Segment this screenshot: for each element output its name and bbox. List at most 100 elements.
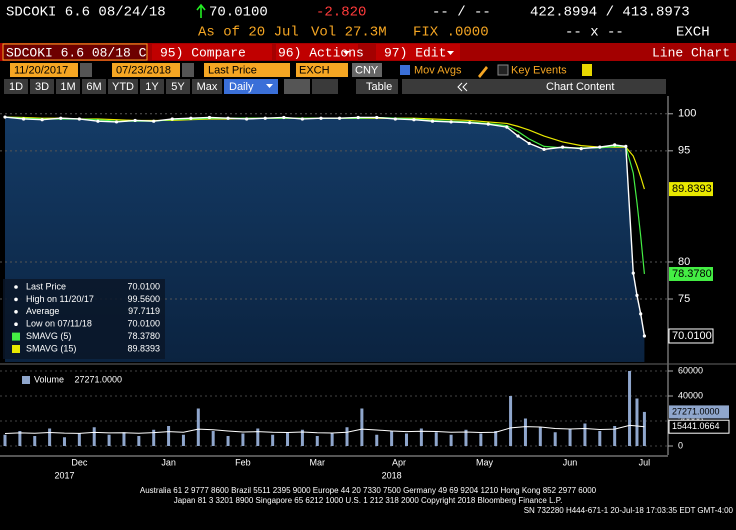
period-tab[interactable] (166, 79, 190, 94)
field-box[interactable] (204, 63, 290, 77)
period-tab[interactable] (108, 79, 138, 94)
source-field: EXCH (299, 64, 330, 76)
volume-bar (92, 427, 96, 446)
frequency: Daily (229, 81, 254, 93)
x-tick-label: Jul (639, 457, 651, 467)
size: -- x -- (565, 25, 624, 41)
price-marker (207, 115, 212, 120)
legend-value: 70.0100 (127, 281, 160, 291)
collapse-icon[interactable] (457, 82, 468, 92)
legend-value: 89.8393 (127, 343, 160, 353)
price-marker (561, 145, 565, 149)
legend-label: SMAVG (5) (26, 331, 71, 341)
footer-line: Australia 61 2 9777 8600 Brazil 5511 239… (140, 486, 597, 495)
volume-bar (598, 431, 602, 446)
price-marker (468, 121, 472, 125)
price-marker (505, 125, 509, 129)
volume-bar (107, 434, 111, 446)
volume-bar (449, 434, 453, 446)
checkbox[interactable] (400, 65, 410, 75)
calendar-icon[interactable] (80, 63, 92, 77)
y-tick-label: 0 (678, 440, 683, 450)
period-tab[interactable] (140, 79, 164, 94)
source-box[interactable] (296, 63, 348, 77)
last-price: 70.0100 (209, 5, 268, 21)
compare-button[interactable] (152, 44, 272, 60)
legend-label: Average (26, 306, 59, 316)
x-tick-label: May (476, 457, 494, 467)
y-tick-label: 100 (678, 108, 696, 120)
period: 1Y (145, 81, 159, 93)
volume-bar (390, 431, 394, 446)
volume-bar (315, 436, 319, 446)
actions-button[interactable] (276, 44, 358, 60)
calendar-icon[interactable] (182, 63, 194, 77)
edit: 97) Edit (384, 45, 446, 60)
currency-box[interactable] (352, 63, 382, 77)
price-marker (263, 116, 267, 120)
value-box (669, 182, 713, 197)
view: Line Chart (652, 45, 730, 60)
price-marker (77, 117, 81, 121)
period-tab[interactable] (4, 79, 28, 94)
period: YTD (112, 81, 134, 93)
price-marker (579, 147, 583, 151)
price-marker (3, 115, 7, 119)
volume-bar (286, 432, 290, 446)
value-box (669, 266, 713, 281)
legend-label: Volume (34, 374, 64, 384)
value-box (669, 405, 729, 419)
price-marker (319, 116, 323, 120)
edit-button[interactable] (376, 44, 460, 60)
legend-value: 70.0100 (127, 319, 160, 329)
volume-bar (3, 434, 7, 446)
volume-bar (345, 427, 349, 446)
period: 1M (60, 81, 75, 93)
source: EXCH (676, 25, 710, 41)
dropdown-arrow (447, 51, 454, 55)
start-date-box[interactable] (10, 63, 78, 77)
end-date-box[interactable] (112, 63, 180, 77)
info-icon[interactable] (582, 64, 592, 76)
end-date: 07/23/2018 (116, 64, 171, 76)
pencil-icon[interactable] (478, 66, 488, 78)
period-tab[interactable] (30, 79, 54, 94)
legend-symbol (14, 322, 18, 327)
price-marker (542, 147, 546, 151)
price-marker (189, 116, 193, 120)
volume-bar (583, 423, 587, 446)
volume-bar (642, 411, 646, 446)
period-tab[interactable] (192, 79, 222, 94)
price-marker (375, 115, 379, 120)
security-box[interactable] (2, 43, 148, 61)
volume-bar (62, 437, 66, 446)
currency: CNY (355, 64, 379, 76)
volume-bar (553, 432, 557, 446)
price-marker (613, 143, 617, 147)
x-tick-label: Feb (235, 457, 251, 467)
legend-swatch (22, 376, 30, 384)
table-tab[interactable] (356, 79, 398, 94)
line-tool[interactable] (284, 79, 310, 94)
volume-bar (523, 418, 527, 446)
tool[interactable] (312, 79, 338, 94)
price-marker (449, 120, 453, 124)
volume-bar (434, 432, 438, 446)
content-bar[interactable] (402, 79, 666, 94)
value-box-label: 27271.0000 (672, 406, 720, 416)
price-marker (635, 293, 639, 297)
volume-bar (464, 429, 468, 446)
price-marker (226, 116, 230, 120)
day-range: 422.8994 / 413.8973 (530, 5, 690, 21)
volume-bar (635, 398, 639, 446)
x-tick-label: Apr (392, 457, 406, 467)
period-tab[interactable] (56, 79, 80, 94)
period-tab[interactable] (82, 79, 106, 94)
checkbox[interactable] (497, 64, 509, 76)
price-marker (170, 117, 174, 121)
legend-label: High on 11/20/17 (26, 294, 94, 304)
legend-swatch (12, 332, 20, 341)
price-marker (152, 119, 156, 123)
frequency-box[interactable] (224, 79, 278, 94)
